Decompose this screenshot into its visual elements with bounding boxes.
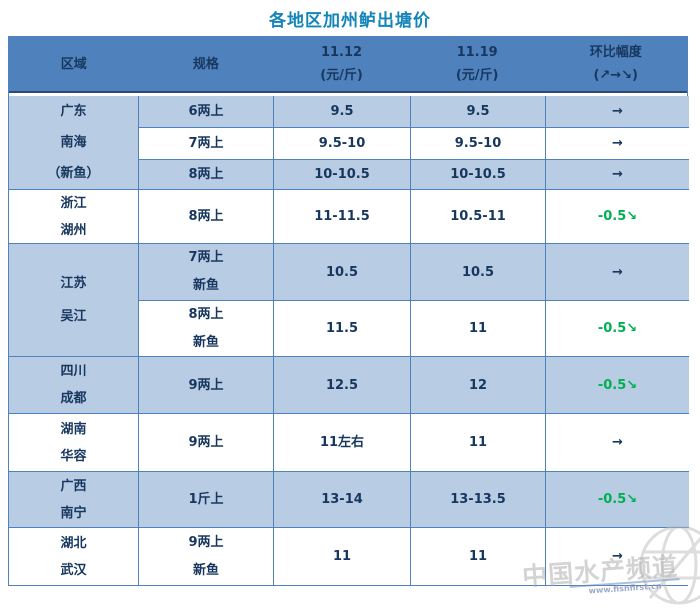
change-cell-decrease: -0.5↘ [546,190,689,244]
price-1119-cell: 9.5-10 [411,128,546,160]
header-region: 区域 [60,56,87,72]
region-line: 南海 [60,134,87,150]
price-1112-cell: 11 [274,528,411,585]
change-cell-decrease: -0.5↘ [546,301,689,357]
price-1119-cell: 9.5 [411,96,546,128]
region-line: 湖北 [60,535,87,551]
spec-cell: 7两上 [139,128,274,160]
header-unit-line: (元/斤) [320,68,363,83]
header-change: 环比幅度 (↗→↘) [544,37,687,91]
header-date-line: 11.19 [456,45,498,60]
region-cell-hubei-wuhan: 湖北 武汉 [9,528,139,585]
region-line: 江苏 [60,276,87,291]
price-1119-cell: 11 [411,528,546,585]
table-header-row: 区域 规格 11.12 (元/斤) 11.19 (元/斤) 环比幅度 (↗→↘) [9,37,687,93]
spec-line: 7两上 [188,250,224,265]
header-change-line: 环比幅度 [589,45,642,60]
page-title: 各地区加州鲈出塘价 [269,11,431,31]
spec-cell: 8两上 [139,160,274,190]
change-cell: → [546,160,689,190]
price-1119-cell: 10-10.5 [411,160,546,190]
region-cell-jiangsu-wujiang: 江苏 吴江 [9,244,139,357]
spec-cell: 9两上 [139,357,274,414]
table-body: 广东 南海 （新鱼） 6两上 9.5 9.5 → 7两上 9.5-10 9.5-… [9,93,689,585]
change-cell-decrease: -0.5↘ [546,357,689,414]
change-cell: → [546,414,689,472]
spec-cell: 7两上 新鱼 [139,244,274,301]
region-line: 广西 [60,478,87,494]
region-line: 湖南 [60,421,87,437]
price-table: 区域 规格 11.12 (元/斤) 11.19 (元/斤) 环比幅度 (↗→↘)… [8,36,689,586]
price-1119-cell: 11 [411,414,546,472]
price-1119-cell: 13-13.5 [411,472,546,528]
spec-line: 8两上 [188,306,224,322]
spec-line: 9两上 [188,534,224,550]
header-unit-line: (元/斤) [455,68,499,83]
header-spec: 规格 [192,56,219,72]
region-cell-guangxi-nanning: 广西 南宁 [9,472,139,528]
region-line: 华容 [60,448,87,464]
change-cell: → [546,528,689,585]
spec-line: 新鱼 [192,562,219,578]
region-cell-hunan-huarong: 湖南 华容 [9,414,139,472]
price-1119-cell: 10.5 [411,244,546,301]
region-line: 成都 [60,391,87,406]
price-1112-cell: 12.5 [274,357,411,414]
change-cell: → [546,96,689,128]
change-cell: → [546,128,689,160]
region-line: 湖州 [60,222,87,238]
region-line: 广东 [60,103,87,119]
price-1112-cell: 11-11.5 [274,190,411,244]
price-1119-cell: 11 [411,301,546,357]
region-line: 武汉 [60,562,87,578]
price-1112-cell: 10-10.5 [274,160,411,190]
spec-cell: 9两上 新鱼 [139,528,274,585]
region-line: （新鱼） [47,165,100,181]
price-1112-cell: 10.5 [274,244,411,301]
spec-cell: 9两上 [139,414,274,472]
price-1112-cell: 11左右 [274,414,411,472]
price-1119-cell: 10.5-11 [411,190,546,244]
spec-line: 新鱼 [192,278,219,293]
header-date-1119: 11.19 (元/斤) [410,37,545,91]
header-date-line: 11.12 [320,45,363,60]
price-1119-cell: 12 [411,357,546,414]
region-cell-guangdong-nanhai: 广东 南海 （新鱼） [9,96,139,190]
region-line: 南宁 [60,505,87,521]
region-line: 吴江 [60,309,87,324]
region-cell-sichuan-chengdu: 四川 成都 [9,357,139,414]
spec-cell: 1斤上 [139,472,274,528]
spec-line: 新鱼 [192,334,219,350]
region-line: 四川 [60,364,87,379]
change-cell-decrease: -0.5↘ [546,472,689,528]
header-date-1112: 11.12 (元/斤) [273,37,410,91]
price-1112-cell: 13-14 [274,472,411,528]
spec-cell: 6两上 [139,96,274,128]
price-1112-cell: 11.5 [274,301,411,357]
change-cell: → [546,244,689,301]
trend-arrows-icon: (↗→↘) [593,68,638,83]
spec-cell: 8两上 新鱼 [139,301,274,357]
price-1112-cell: 9.5 [274,96,411,128]
spec-cell: 8两上 [139,190,274,244]
region-line: 浙江 [60,195,87,211]
price-1112-cell: 9.5-10 [274,128,411,160]
region-cell-zhejiang-huzhou: 浙江 湖州 [9,190,139,244]
